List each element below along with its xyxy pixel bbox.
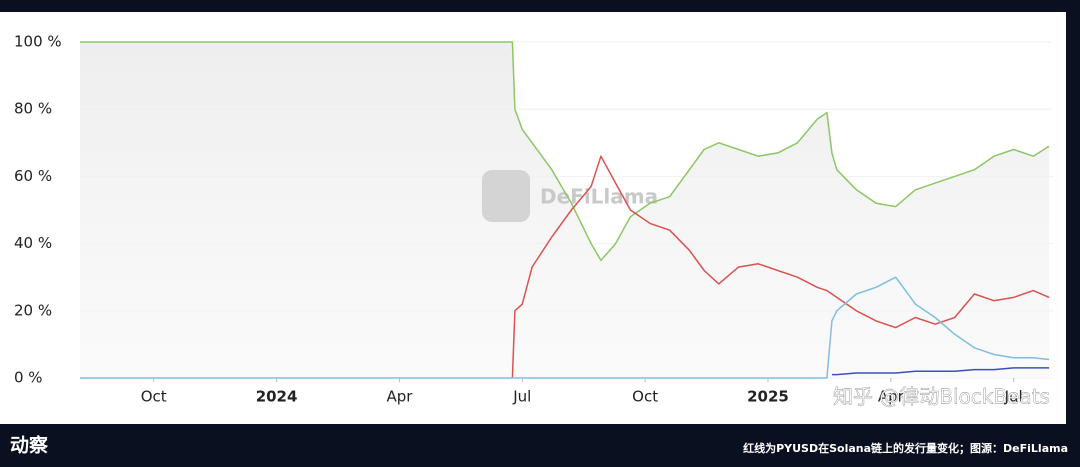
y-tick-label: 80 %: [14, 100, 52, 118]
x-tick-label: Oct: [632, 388, 658, 406]
y-tick-label: 0 %: [14, 369, 43, 387]
x-tick-label: Jul: [1004, 388, 1023, 406]
overlay-credit: 知乎 @律动BlockBeats: [833, 385, 1050, 409]
x-tick-label: Apr: [878, 388, 905, 406]
series-line: [511, 155, 1050, 379]
series-line: [80, 276, 1050, 379]
y-tick-label: 40 %: [14, 234, 52, 252]
x-tick-label: Apr: [386, 388, 413, 406]
y-tick-label: 20 %: [14, 301, 52, 319]
series-line: [80, 41, 1050, 262]
y-tick-label: 100 %: [14, 33, 62, 51]
x-tick-label: Oct: [141, 388, 167, 406]
series-area: [80, 42, 1050, 378]
x-tick-label: 2024: [256, 388, 298, 406]
x-tick-label: 2025: [747, 388, 789, 406]
y-tick-label: 60 %: [14, 167, 52, 185]
footer-brand: 动察: [10, 434, 49, 457]
watermark-logo: [482, 170, 530, 222]
series-line: [831, 367, 1050, 376]
x-tick-label: Jul: [512, 388, 531, 406]
footer-caption: 红线为PYUSD在Solana链上的发行量变化；图源：DeFiLlama: [743, 441, 1068, 455]
watermark: DeFiLlama: [540, 185, 658, 209]
